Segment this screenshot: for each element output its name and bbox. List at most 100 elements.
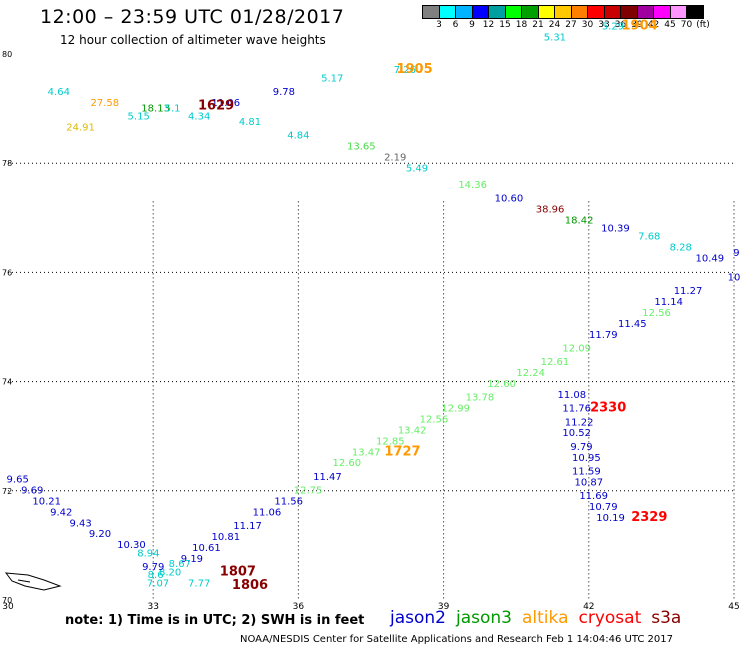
- wave-height-label: 9.19: [181, 554, 203, 565]
- pass-time-label: 1806: [232, 578, 268, 593]
- wave-height-label: 11.27: [674, 286, 703, 297]
- satellite-label-jason2: jason2: [390, 608, 446, 628]
- legend-label: 21: [532, 20, 544, 30]
- y-tick-label: 70: [2, 596, 12, 605]
- satellite-legend: jason2 jason3 altika cryosat s3a: [390, 608, 691, 628]
- coastline-shape: [4, 572, 62, 591]
- wave-height-label: 10.79: [589, 502, 618, 513]
- wave-height-label: 12.60: [332, 458, 361, 469]
- wave-height-label: 11.14: [654, 297, 683, 308]
- legend-label: 42: [647, 20, 660, 30]
- wave-height-label: 11.59: [572, 466, 601, 477]
- credit-line: NOAA/NESDIS Center for Satellite Applica…: [240, 634, 673, 645]
- wave-height-label: 12.60: [487, 379, 516, 390]
- wave-height-label: 7.68: [638, 232, 660, 243]
- wave-height-label: 10.95: [572, 453, 601, 464]
- wave-height-label: 10.61: [192, 543, 221, 554]
- coastline-detail: [17, 579, 31, 583]
- legend-label: 36: [614, 20, 627, 30]
- footnote: note: 1) Time is in UTC; 2) SWH is in fe…: [65, 613, 365, 628]
- y-tick-label: 78: [2, 159, 12, 168]
- wave-height-label: 18.13: [141, 103, 170, 114]
- color-scale-legend: [422, 5, 704, 19]
- wave-height-label: 10.30: [117, 540, 146, 551]
- wave-height-label: 5.31: [544, 32, 566, 43]
- pass-time-label: 1629: [198, 99, 234, 114]
- wave-height-label: 2.19: [384, 152, 406, 163]
- y-tick-label: 80: [2, 50, 12, 59]
- legend-label: 3: [436, 20, 442, 30]
- pass-time-label: 1807: [220, 564, 256, 579]
- wave-height-label: 10.81: [211, 532, 240, 543]
- wave-height-label: 10.60: [495, 193, 524, 204]
- chart-title: 12:00 – 23:59 UTC 01/28/2017: [40, 6, 345, 28]
- pass-time-label: 2329: [631, 510, 667, 525]
- wave-height-label: 9.65: [7, 475, 29, 486]
- wave-height-label: 5.17: [321, 73, 343, 84]
- legend-label: 6: [452, 20, 459, 30]
- wave-height-label: 11.56: [274, 496, 303, 507]
- legend-label: 45: [664, 20, 676, 30]
- legend-swatch: [686, 5, 704, 19]
- wave-height-label: 8.28: [670, 243, 692, 254]
- wave-height-label: 5.1: [165, 103, 181, 114]
- x-tick-label: 45: [728, 602, 739, 612]
- wave-height-label: 11.69: [579, 491, 608, 502]
- wave-height-label: 9.79: [570, 442, 592, 453]
- wave-height-label: 12.09: [562, 344, 591, 355]
- wave-height-label: 11.45: [618, 319, 647, 330]
- wave-height-label: 4.64: [48, 87, 70, 98]
- wave-height-label: 9.79: [142, 562, 164, 573]
- wave-height-label: 11.06: [211, 98, 240, 109]
- wave-height-label: 12.75: [294, 486, 323, 497]
- wave-height-label: 10.19: [596, 513, 625, 524]
- wave-height-label: 11.47: [313, 472, 342, 483]
- wave-height-label: 10.87: [574, 477, 603, 488]
- satellite-label-s3a: s3a: [651, 608, 682, 628]
- pass-time-label: 1727: [384, 444, 420, 459]
- wave-height-label: 11.76: [562, 404, 591, 415]
- legend-label: 12: [482, 20, 495, 30]
- wave-height-label: 8.20: [159, 567, 181, 578]
- legend-label: 30: [581, 20, 594, 30]
- wave-height-label: 8.67: [169, 559, 191, 570]
- legend-label: 15: [499, 20, 511, 30]
- wave-height-label: 4.84: [287, 131, 309, 142]
- wave-height-label: 12.56: [642, 308, 671, 319]
- wave-height-label: 11.06: [253, 507, 282, 518]
- legend-label: 24: [548, 20, 561, 30]
- wave-height-label: 11.08: [558, 390, 587, 401]
- satellite-label-jason3: jason3: [456, 608, 512, 628]
- wave-height-label: 12.85: [376, 436, 405, 447]
- wave-height-label: 10.52: [562, 428, 591, 439]
- wave-height-label: 13.78: [466, 393, 495, 404]
- wave-height-label: 9.20: [89, 529, 111, 540]
- wave-height-label: 4.34: [188, 112, 210, 123]
- wave-height-label: 5.15: [128, 112, 150, 123]
- legend-label: 39: [631, 20, 643, 30]
- wave-height-label: 11.17: [233, 521, 262, 532]
- wave-height-label: 13.47: [352, 447, 381, 458]
- legend-label: 27: [565, 20, 577, 30]
- wave-height-label: 9.69: [21, 486, 43, 497]
- legend-label: 70: [680, 20, 693, 30]
- y-tick-label: 72: [2, 487, 12, 496]
- wave-height-label: 10.21: [32, 496, 61, 507]
- wave-height-label: 11.79: [589, 330, 618, 341]
- wave-height-label: 12.24: [516, 368, 545, 379]
- x-tick-label: 39: [438, 602, 450, 612]
- x-tick-label: 30: [2, 602, 14, 612]
- x-tick-label: 36: [293, 602, 305, 612]
- wave-height-label: 38.96: [536, 204, 565, 215]
- pass-time-label: 2330: [590, 401, 626, 416]
- wave-height-label: 8.6: [148, 570, 164, 581]
- wave-height-label: 24.91: [66, 122, 95, 133]
- wave-height-label: 7.26: [394, 65, 416, 76]
- color-scale-labels: 3 6 9 12 15 18 21 24 27 30 33 36 39 42 45 70 (ft): [422, 20, 740, 34]
- legend-label: 33: [598, 20, 610, 30]
- wave-height-label: 7.77: [188, 578, 210, 589]
- wave-height-label: 12.61: [541, 357, 570, 368]
- legend-label: (ft): [696, 20, 710, 30]
- wave-height-label: 8.94: [137, 548, 159, 559]
